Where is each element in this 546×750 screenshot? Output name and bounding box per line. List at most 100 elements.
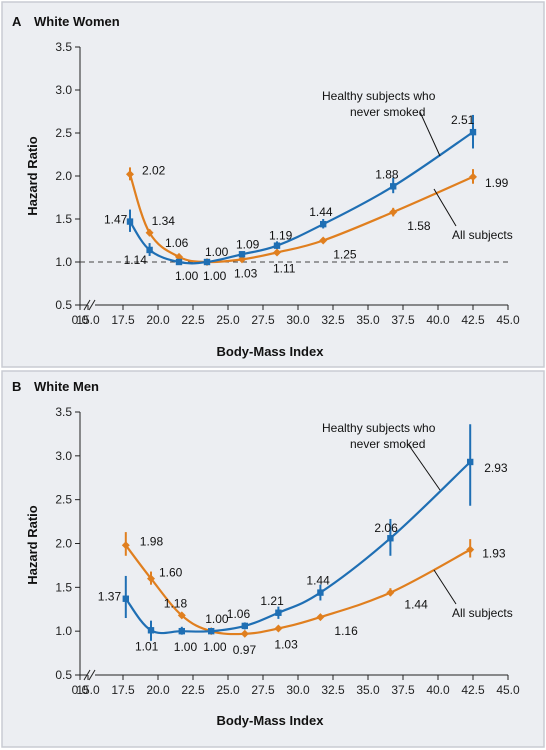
panel-a-ylabel: Hazard Ratio xyxy=(25,136,40,216)
data-label: 1.44 xyxy=(309,205,333,219)
data-label: 1.14 xyxy=(124,253,148,267)
panel-a-frame xyxy=(1,1,545,368)
y-tick-label: 1.0 xyxy=(55,624,72,638)
data-point xyxy=(145,228,154,237)
data-label: 1.09 xyxy=(236,237,260,251)
data-label: 1.18 xyxy=(164,596,188,610)
x-tick-label: 22.5 xyxy=(181,313,205,327)
panel-a-letter: A xyxy=(12,14,22,29)
y-tick-label: 1.5 xyxy=(55,580,72,594)
data-label: 1.03 xyxy=(234,266,258,280)
data-point xyxy=(146,246,153,254)
annotation-leader-line xyxy=(433,188,457,227)
x-tick-label: 27.5 xyxy=(251,313,275,327)
x-tick-label: 20.0 xyxy=(146,313,170,327)
x-tick-label: 25.0 xyxy=(216,683,240,697)
data-point xyxy=(122,595,129,602)
data-label: 1.00 xyxy=(205,612,229,626)
data-label: 1.00 xyxy=(203,640,227,654)
panel-b-ylabel: Hazard Ratio xyxy=(25,505,40,585)
y-tick-label: 2.5 xyxy=(55,126,72,140)
data-point xyxy=(126,170,134,179)
series-annotation: Healthy subjects who xyxy=(322,89,436,103)
data-label: 1.19 xyxy=(269,229,293,243)
y-tick-label: 2.0 xyxy=(55,537,72,551)
data-point xyxy=(387,535,394,542)
axis-break-mark xyxy=(83,299,91,311)
y-tick-label: 0.5 xyxy=(55,298,72,312)
data-point xyxy=(320,220,327,228)
panel-b: B White Men Body-Mass Index Hazard Ratio… xyxy=(1,370,545,748)
data-point xyxy=(147,627,155,634)
annotation-leader-line xyxy=(419,111,441,157)
data-label: 1.00 xyxy=(205,245,229,259)
data-label: 1.00 xyxy=(175,269,199,283)
data-label: 2.06 xyxy=(374,521,398,535)
data-label: 2.51 xyxy=(451,113,475,127)
data-point xyxy=(317,589,324,596)
data-label: 1.25 xyxy=(333,248,357,262)
axis-break-mark xyxy=(88,299,96,311)
x-tick-label: 15.0 xyxy=(76,313,100,327)
data-point xyxy=(178,627,185,635)
y-tick-label: 3.0 xyxy=(55,83,72,97)
x-tick-label: 30.0 xyxy=(286,683,310,697)
annotation-leader-line xyxy=(407,443,441,491)
data-label: 1.00 xyxy=(203,269,227,283)
axis-break-mark xyxy=(83,669,91,681)
data-label: 1.34 xyxy=(152,214,176,228)
data-point xyxy=(273,242,281,249)
y-tick-label: 1.5 xyxy=(55,212,72,226)
x-tick-label: 0.0 xyxy=(72,313,89,327)
x-tick-label: 32.5 xyxy=(321,313,345,327)
panel-a-plot: 0.5 1.0 1.5 2.0 2.5 3.0 3.5 0.015.0 17.5 20.0 22.5… xyxy=(55,40,520,327)
y-tick-label: 1.0 xyxy=(55,255,72,269)
data-point xyxy=(241,622,248,630)
x-tick-label: 45.0 xyxy=(496,313,520,327)
panel-b-frame xyxy=(1,370,545,748)
y-tick-label: 3.5 xyxy=(55,405,72,419)
data-point xyxy=(467,458,474,466)
x-tick-label: 32.5 xyxy=(321,683,345,697)
y-tick-label: 2.5 xyxy=(55,493,72,507)
panel-a-title: White Women xyxy=(34,14,120,29)
data-point xyxy=(238,251,246,258)
data-label: 1.93 xyxy=(482,547,506,561)
x-tick-label: 17.5 xyxy=(111,683,135,697)
x-tick-label: 27.5 xyxy=(251,683,275,697)
data-label: 1.98 xyxy=(140,534,164,548)
data-label: 1.11 xyxy=(273,262,296,276)
panel-b-xlabel: Body-Mass Index xyxy=(217,713,325,728)
data-label: 1.99 xyxy=(485,176,509,190)
data-label: 1.44 xyxy=(404,598,428,612)
axis-break-gap xyxy=(87,299,95,311)
data-point xyxy=(319,236,328,245)
series-annotation: never smoked xyxy=(350,105,425,119)
panel-a: A White Women Body-Mass Index Hazard Rat… xyxy=(1,1,545,368)
data-point xyxy=(466,545,475,554)
series-annotation: All subjects xyxy=(452,228,513,242)
y-tick-label: 3.5 xyxy=(55,40,72,54)
data-point xyxy=(316,613,325,622)
data-label: 1.00 xyxy=(174,640,198,654)
data-label: 0.97 xyxy=(233,643,257,657)
data-point xyxy=(469,128,477,136)
data-point xyxy=(175,258,183,266)
x-tick-label: 25.0 xyxy=(216,313,240,327)
data-label: 1.88 xyxy=(375,167,399,181)
x-tick-label: 40.0 xyxy=(426,313,450,327)
panel-b-plot: 0.5 1.0 1.5 2.0 2.5 3.0 3.5 0.015.0 17.5 20.0 22.5… xyxy=(55,405,520,697)
panel-b-letter: B xyxy=(12,379,21,394)
x-tick-label: 37.5 xyxy=(391,683,415,697)
data-point xyxy=(126,218,134,225)
annotation-leader-line xyxy=(433,569,457,605)
data-point xyxy=(389,208,398,217)
data-point xyxy=(203,258,211,266)
x-tick-label: 22.5 xyxy=(181,683,205,697)
x-tick-label: 17.5 xyxy=(111,313,135,327)
y-tick-label: 0.5 xyxy=(55,668,72,682)
y-tick-label: 2.0 xyxy=(55,169,72,183)
data-point xyxy=(469,172,477,181)
axis-break-mark xyxy=(88,669,96,681)
